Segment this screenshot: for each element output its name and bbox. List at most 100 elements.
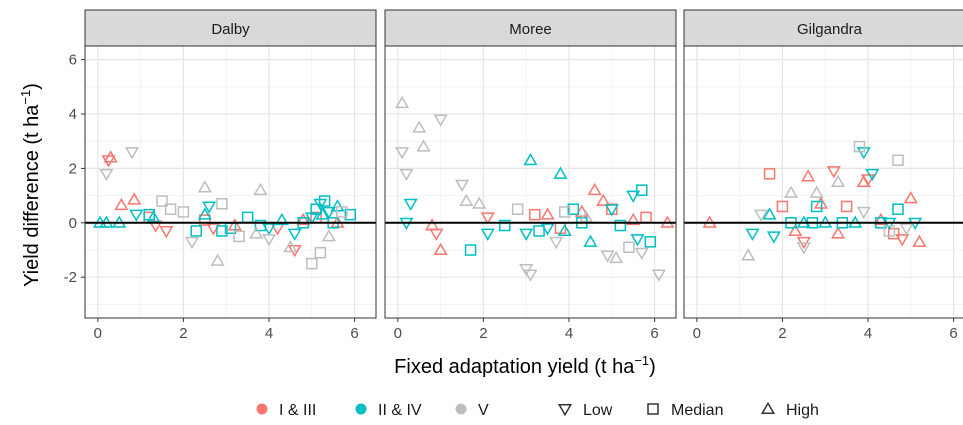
data-point bbox=[600, 250, 615, 263]
data-point bbox=[395, 147, 410, 160]
data-point bbox=[840, 200, 853, 213]
legend-item: High bbox=[760, 401, 819, 419]
x-tick-label: 4 bbox=[565, 325, 573, 342]
data-point bbox=[472, 196, 487, 209]
data-point bbox=[159, 225, 174, 239]
data-point bbox=[296, 212, 311, 226]
data-point bbox=[540, 207, 555, 220]
data-point bbox=[831, 226, 846, 239]
data-point bbox=[164, 203, 177, 215]
x-tick-label: 4 bbox=[864, 325, 872, 342]
data-point bbox=[156, 195, 168, 207]
data-point bbox=[553, 166, 568, 179]
legend-item: II & IV bbox=[355, 402, 422, 419]
data-point bbox=[860, 174, 876, 187]
y-axis-label-close: ) bbox=[21, 83, 43, 90]
data-point bbox=[523, 269, 538, 282]
legend-label: I & III bbox=[279, 402, 316, 419]
data-point bbox=[511, 203, 524, 215]
data-point bbox=[810, 200, 823, 213]
data-point bbox=[630, 234, 645, 247]
data-point bbox=[202, 201, 217, 214]
data-point bbox=[216, 225, 228, 237]
data-point bbox=[529, 208, 541, 221]
data-point bbox=[429, 228, 444, 241]
data-point bbox=[801, 169, 816, 182]
data-point bbox=[197, 207, 212, 220]
data-point bbox=[557, 223, 572, 236]
data-point bbox=[763, 168, 776, 180]
x-axis-label-text: Fixed adaptation yield (t ha bbox=[394, 356, 635, 378]
y-tick-label: 6 bbox=[69, 52, 77, 69]
data-point bbox=[318, 195, 331, 207]
data-point bbox=[644, 236, 657, 248]
data-point bbox=[604, 204, 619, 217]
x-tick-label: 2 bbox=[179, 325, 187, 342]
data-point bbox=[306, 257, 318, 270]
data-point bbox=[741, 248, 756, 261]
legend: I & III II & IV V Low Median High bbox=[256, 401, 819, 419]
data-point bbox=[549, 236, 564, 250]
data-point bbox=[826, 166, 841, 179]
y-tick-label: 4 bbox=[69, 106, 77, 123]
data-point bbox=[197, 180, 212, 193]
data-point bbox=[287, 228, 302, 241]
data-point bbox=[895, 234, 910, 247]
x-tick-label: 0 bbox=[693, 325, 701, 342]
data-point bbox=[261, 234, 277, 247]
x-axis-label-unit-exponent: −1 bbox=[634, 353, 649, 368]
data-point bbox=[809, 185, 824, 198]
facet-panel-moree: Moree 0 2 4 6 bbox=[384, 9, 677, 342]
plot-area bbox=[684, 46, 963, 318]
data-point bbox=[892, 154, 904, 166]
data-point bbox=[762, 207, 777, 220]
y-axis-label: Yield difference (t ha−1) bbox=[18, 83, 43, 287]
data-point bbox=[892, 203, 904, 215]
data-point bbox=[912, 234, 927, 247]
data-point bbox=[596, 193, 611, 207]
data-point bbox=[856, 206, 871, 220]
legend-item: Low bbox=[557, 402, 613, 419]
data-point bbox=[216, 198, 228, 210]
data-point bbox=[626, 190, 641, 203]
y-tick-label: 2 bbox=[69, 160, 77, 177]
data-point bbox=[253, 182, 268, 196]
data-point bbox=[254, 219, 267, 232]
data-point bbox=[609, 250, 624, 264]
data-point bbox=[274, 212, 289, 226]
data-point bbox=[540, 223, 555, 236]
data-point bbox=[583, 234, 598, 247]
data-point bbox=[283, 240, 298, 253]
data-points bbox=[92, 147, 357, 270]
data-point bbox=[783, 185, 799, 198]
data-point bbox=[399, 168, 414, 182]
data-point bbox=[865, 168, 880, 182]
x-axis-label-close: ) bbox=[649, 356, 656, 378]
data-point bbox=[99, 168, 114, 182]
facet-panel-gilgandra: Gilgandra 0 2 4 6 bbox=[683, 9, 963, 342]
data-point bbox=[199, 214, 211, 226]
legend-shape-median bbox=[647, 403, 659, 415]
legend-shape-low bbox=[557, 404, 573, 417]
data-point bbox=[587, 182, 602, 196]
data-point bbox=[103, 150, 118, 163]
data-point bbox=[523, 152, 538, 166]
data-point bbox=[336, 206, 348, 218]
data-point bbox=[184, 236, 200, 250]
data-point bbox=[776, 200, 789, 213]
data-point bbox=[634, 247, 649, 260]
data-point bbox=[395, 95, 410, 109]
data-point bbox=[127, 192, 142, 205]
facet-title: Moree bbox=[509, 21, 552, 38]
data-point bbox=[899, 223, 914, 236]
data-point bbox=[614, 219, 627, 232]
y-tick-label: -2 bbox=[64, 269, 77, 286]
data-point bbox=[177, 206, 190, 218]
data-point bbox=[853, 140, 866, 153]
legend-swatch bbox=[256, 403, 268, 415]
data-point bbox=[579, 210, 594, 223]
data-point bbox=[125, 147, 140, 160]
data-point bbox=[883, 225, 896, 237]
data-point bbox=[249, 226, 264, 239]
